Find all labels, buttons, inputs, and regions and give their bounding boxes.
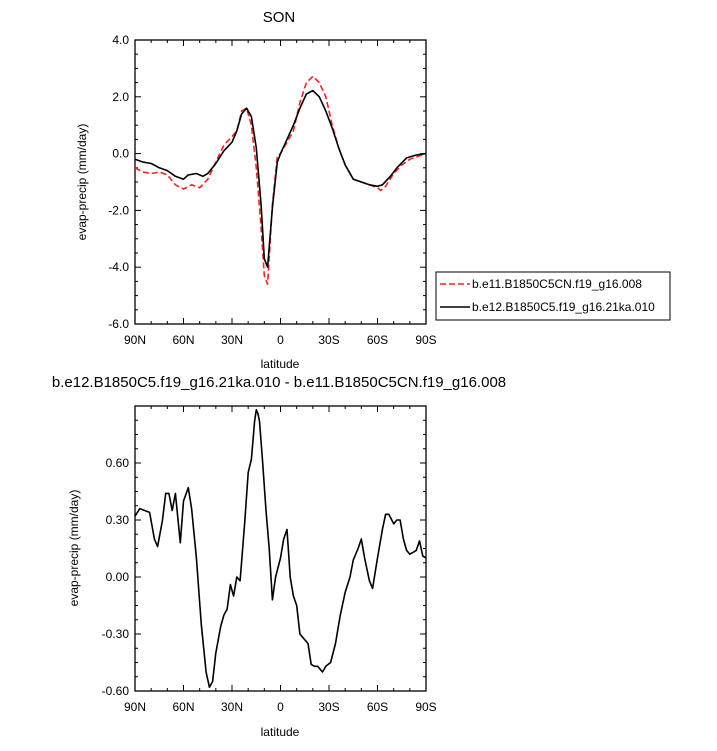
y-tick-label: 0.30 (106, 513, 130, 527)
chart-title: SON (263, 9, 296, 26)
y-tick-label: 4.0 (112, 33, 129, 47)
x-tick-label: 60N (172, 700, 194, 714)
x-tick-label: 30N (221, 700, 243, 714)
bottom-series-group (134, 409, 427, 688)
y-axis-label: evap-precip (mm/day) (75, 124, 89, 241)
x-tick-label: 90S (415, 333, 436, 347)
x-tick-label: 90S (415, 700, 436, 714)
y-tick-label: 0.00 (106, 570, 130, 584)
x-tick-label: 90N (124, 700, 146, 714)
chart-son: SON 90N 60N 30N 0 30S 60S 90S -6.0 -4.0 -2.0 0.0 2.… (75, 9, 671, 371)
y-tick-label: 0.60 (106, 456, 130, 470)
x-axis-label: latitude (261, 357, 300, 371)
x-axis-label: latitude (261, 725, 300, 739)
chart-difference: b.e12.B1850C5.f19_g16.21ka.010 - b.e11.B… (52, 374, 506, 739)
series-line-1 (134, 75, 427, 285)
x-tick-label: 60S (367, 700, 388, 714)
plot-frame (134, 39, 427, 325)
top-series-group (134, 75, 427, 285)
plot-frame (134, 405, 427, 692)
series-line-2 (134, 89, 427, 268)
y-tick-label: -0.30 (102, 627, 130, 641)
legend-label-series-1: b.e11.B1850C5CN.f19_g16.008 (472, 277, 642, 291)
chart-title: b.e12.B1850C5.f19_g16.21ka.010 - b.e11.B… (52, 374, 506, 391)
legend-box (435, 271, 671, 321)
x-tick-label: 30S (318, 700, 339, 714)
x-tick-label: 0 (277, 333, 284, 347)
y-tick-label: -0.60 (102, 684, 130, 698)
y-tick-label: -6.0 (108, 317, 129, 331)
y-axis-label: evap-precip (mm/day) (67, 490, 81, 607)
y-tick-label: -2.0 (108, 203, 129, 217)
legend-label-series-2: b.e12.B1850C5.f19_g16.21ka.010 (472, 300, 655, 314)
top-axes-group: 90N 60N 30N 0 30S 60S 90S -6.0 -4.0 -2.0 0.0 2.0 4.0 (108, 33, 436, 347)
x-tick-label: 60N (172, 333, 194, 347)
x-tick-label: 30S (318, 333, 339, 347)
x-tick-label: 90N (124, 333, 146, 347)
y-tick-label: 2.0 (112, 90, 129, 104)
legend: b.e11.B1850C5CN.f19_g16.008 b.e12.B1850C… (435, 271, 671, 321)
series-line-1 (134, 409, 427, 688)
x-tick-label: 0 (277, 700, 284, 714)
x-tick-label: 30N (221, 333, 243, 347)
y-tick-label: 0.0 (112, 147, 129, 161)
y-tick-label: -4.0 (108, 260, 129, 274)
x-tick-label: 60S (367, 333, 388, 347)
